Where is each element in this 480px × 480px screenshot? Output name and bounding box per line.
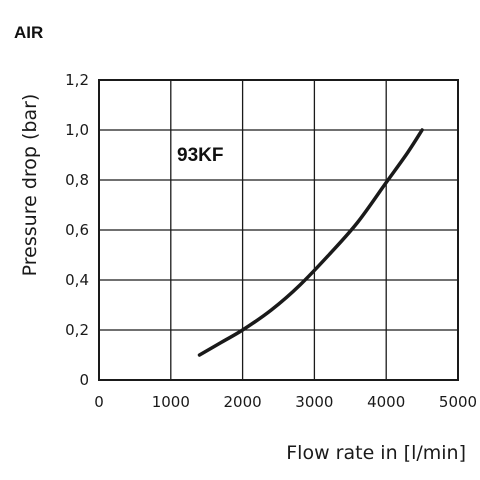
x-tick-label: 5000 [439,393,477,411]
y-tick-label: 1,0 [65,121,89,139]
y-axis-ticks: 0 0,2 0,4 0,6 0,8 1,0 1,2 [65,71,89,389]
x-axis-ticks: 0 1000 2000 3000 4000 5000 [94,393,477,411]
y-tick-label: 0 [79,371,89,389]
x-axis-label: Flow rate in [l/min] [286,442,466,464]
chart-grid [99,80,458,380]
x-tick-label: 2000 [224,393,262,411]
y-tick-label: 0,8 [65,171,89,189]
x-tick-label: 3000 [295,393,333,411]
x-tick-label: 1000 [152,393,190,411]
series-label-93kf: 93KF [177,145,223,166]
x-tick-label: 0 [94,393,104,411]
y-tick-label: 0,2 [65,321,89,339]
y-axis-label: Pressure drop (bar) [19,94,41,277]
y-tick-label: 0,6 [65,221,89,239]
series-line-93kf [197,128,424,357]
y-tick-label: 0,4 [65,271,89,289]
y-tick-label: 1,2 [65,71,89,89]
chart-heading: AIR [14,23,43,42]
x-tick-label: 4000 [367,393,405,411]
plot-frame [98,79,459,381]
